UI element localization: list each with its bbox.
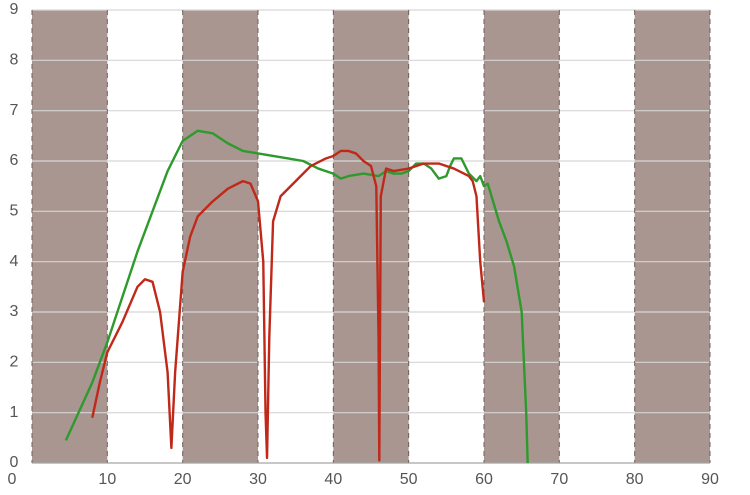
series-line <box>64 129 529 464</box>
x-tick-label: 40 <box>324 471 342 488</box>
y-tick-label: 5 <box>10 203 19 220</box>
series-line <box>91 149 486 462</box>
band <box>32 10 108 463</box>
x-tick-label: 90 <box>701 471 719 488</box>
y-tick-label: 2 <box>10 354 19 371</box>
y-tick-label: 1 <box>10 404 19 421</box>
x-tick-label: 50 <box>400 471 418 488</box>
y-tick-label: 9 <box>10 1 19 18</box>
y-tick-label: 4 <box>10 253 19 270</box>
y-tick-label: 6 <box>10 152 19 169</box>
x-tick-label: 70 <box>550 471 568 488</box>
band <box>182 10 258 463</box>
band <box>634 10 710 463</box>
x-tick-label: 60 <box>475 471 493 488</box>
y-tick-label: 7 <box>10 102 19 119</box>
band <box>484 10 560 463</box>
x-tick-label: 10 <box>98 471 116 488</box>
y-tick-label: 8 <box>10 52 19 69</box>
y-tick-label: 3 <box>10 303 19 320</box>
x-tick-label: 0 <box>8 471 17 488</box>
x-tick-label: 20 <box>174 471 192 488</box>
x-tick-label: 80 <box>626 471 644 488</box>
x-tick-label: 30 <box>249 471 267 488</box>
band <box>333 10 409 463</box>
y-tick-label: 0 <box>10 454 19 471</box>
